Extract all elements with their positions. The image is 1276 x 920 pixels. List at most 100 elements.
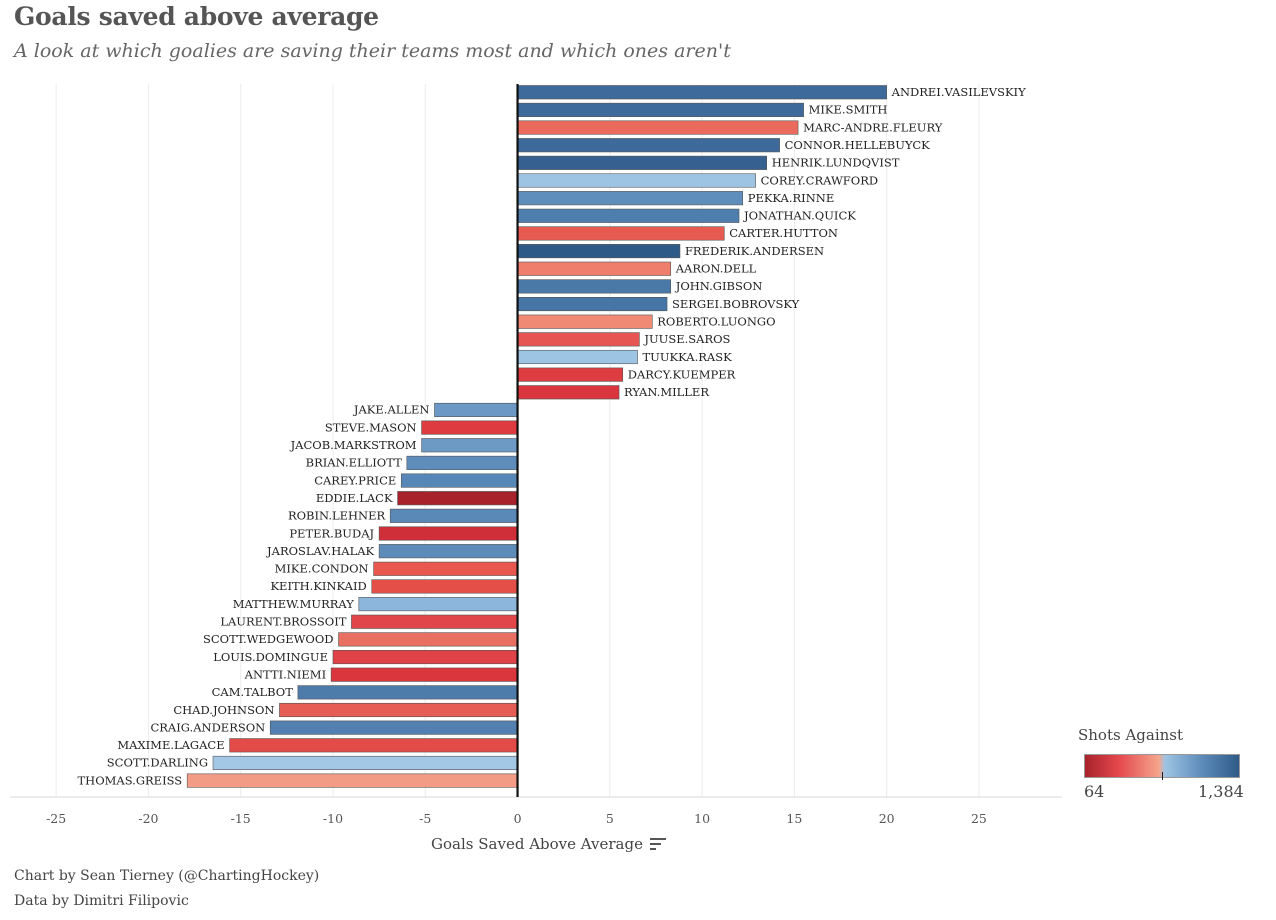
bar[interactable] [358,597,518,612]
x-axis: -25 -20 -15 -10 -5 0 5 10 15 20 25 Goals Saved Abov… [10,84,1062,853]
legend-marker [1162,772,1163,780]
bar[interactable] [517,102,804,117]
x-tick-label: 0 [514,811,522,826]
bar-label: CAM.TALBOT [212,685,294,699]
bar-label: JUUSE.SAROS [643,332,730,346]
bar-label: MIKE.SMITH [809,103,888,117]
bar-label: COREY.CRAWFORD [761,173,878,187]
bar[interactable] [229,738,518,753]
bar-label: STEVE.MASON [325,420,417,434]
data-credit: Data by Dimitri Filipovic [14,893,189,909]
bar-label: HENRIK.LUNDQVIST [772,156,900,170]
chart-credit: Chart by Sean Tierney (@ChartingHockey) [14,868,320,884]
bar-label: JAROSLAV.HALAK [266,544,374,558]
bar-label: CARTER.HUTTON [729,226,838,240]
x-tick-label: 25 [971,811,987,826]
bar-label: ROBIN.LEHNER [288,509,386,523]
bar[interactable] [517,244,681,259]
bar[interactable] [517,191,744,206]
bar[interactable] [517,120,799,135]
legend-title: Shots Against [1078,726,1184,744]
legend-min-label: 64 [1084,782,1105,801]
bar[interactable] [517,367,624,382]
bar[interactable] [378,544,518,559]
bar-label: JONATHAN.QUICK [743,209,856,223]
bar-label: ANTTI.NIEMI [244,667,326,681]
bar[interactable] [400,473,518,488]
bar[interactable] [332,649,518,665]
x-tick-label: 5 [606,811,614,826]
x-tick-label: -15 [231,811,251,826]
x-axis-label: Goals Saved Above Average [431,835,643,853]
bar[interactable] [517,296,668,312]
bar-label: CHAD.JOHNSON [173,703,274,717]
bar[interactable] [406,455,518,470]
bar-label: MIKE.CONDON [275,562,369,576]
bar[interactable] [517,314,653,329]
bar-label: EDDIE.LACK [316,491,393,505]
bar[interactable] [517,349,638,365]
bar[interactable] [517,173,756,188]
bar-label: AARON.DELL [675,262,757,276]
bar[interactable] [186,773,518,788]
bar-label: LAURENT.BROSSOIT [220,615,346,629]
bar-label: THOMAS.GREISS [78,773,183,787]
bar-label: DARCY.KUEMPER [628,367,736,381]
bar-label: PEKKA.RINNE [748,191,835,205]
bar-label: SCOTT.WEDGEWOOD [203,632,334,646]
bar[interactable] [517,279,672,294]
bar[interactable] [517,261,672,276]
bars [186,85,887,788]
x-tick-label: -10 [323,811,343,826]
bar[interactable] [378,526,518,541]
x-tick-label: -5 [419,811,431,826]
bar-label: ANDREI.VASILEVSKIY [891,85,1026,99]
bar[interactable] [371,579,518,594]
bar-label: FREDERIK.ANDERSEN [685,244,824,258]
bar-label: KEITH.KINKAID [270,579,366,593]
bar[interactable] [517,226,725,241]
bar[interactable] [212,755,518,771]
bar[interactable] [434,402,518,418]
bar[interactable] [330,667,518,682]
bar-label: JAKE.ALLEN [353,403,430,417]
bar[interactable] [351,614,518,629]
bar[interactable] [421,438,518,453]
bar-label: MARC-ANDRE.FLEURY [803,120,943,134]
bar-label: SERGEI.BOBROVSKY [672,297,800,311]
bar-label: ROBERTO.LUONGO [657,314,775,328]
x-tick-label: 15 [786,811,802,826]
legend-max-label: 1,384 [1198,782,1244,801]
bar[interactable] [517,208,740,223]
bar-label: MATTHEW.MURRAY [233,597,355,611]
bar[interactable] [517,155,768,170]
bar[interactable] [517,85,887,100]
x-tick-label: 20 [879,811,895,826]
bar-label: SCOTT.DARLING [107,756,208,770]
bar[interactable] [389,508,518,523]
chart-title: Goals saved above average [14,2,379,31]
bar[interactable] [338,632,518,647]
bar[interactable] [279,702,518,718]
bar[interactable] [397,491,518,506]
bar[interactable] [517,385,620,400]
bar-label: BRIAN.ELLIOTT [306,456,402,470]
bar[interactable] [269,720,518,735]
bar-label: RYAN.MILLER [624,385,709,399]
bar-label: CAREY.PRICE [314,473,396,487]
sort-icon[interactable] [650,838,666,852]
bar-label: JOHN.GIBSON [675,279,763,293]
bar[interactable] [517,332,640,347]
bar-label: PETER.BUDAJ [289,526,374,540]
bar[interactable] [297,685,518,700]
bar-label: MAXIME.LAGACE [117,738,224,752]
bar-label: TUUKKA.RASK [643,350,733,364]
bar[interactable] [373,561,518,576]
bar[interactable] [421,420,518,435]
bar-label: LOUIS.DOMINGUE [213,650,328,664]
bar[interactable] [517,138,780,153]
x-tick-label: 10 [694,811,710,826]
x-tick-label: -20 [138,811,158,826]
